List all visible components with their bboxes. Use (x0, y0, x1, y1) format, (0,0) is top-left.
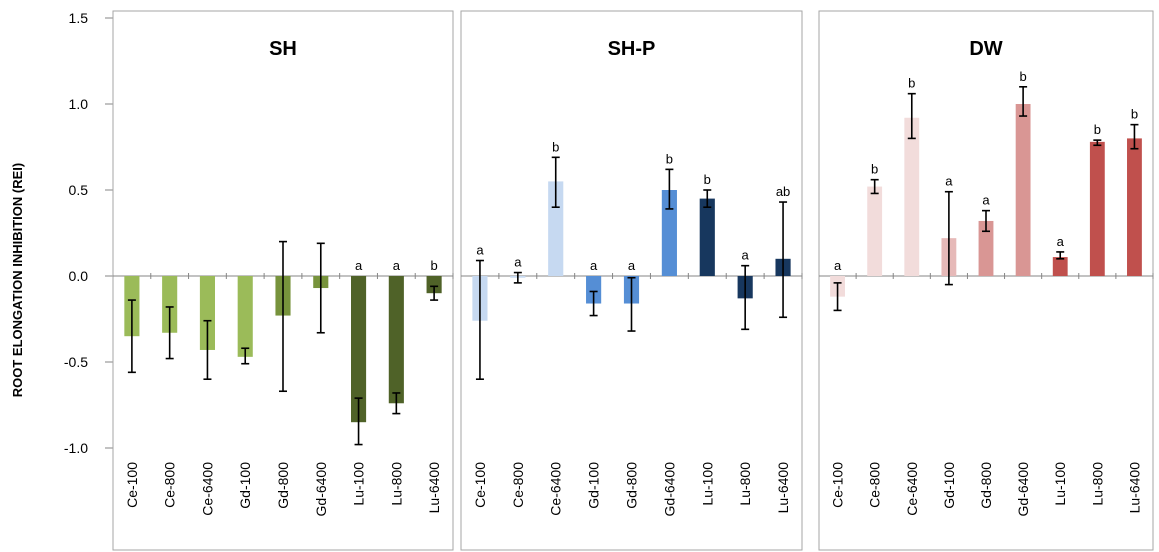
y-axis-label: ROOT ELONGATION INHIBITION (REI) (10, 163, 25, 397)
significance-letter: a (834, 258, 842, 273)
significance-letter: a (355, 258, 363, 273)
panel-frame (112, 10, 454, 551)
panel-0: SH Ce-100 Ce-800 Ce-6400 Gd-100 Gd-800 Gd-6400… (112, 10, 454, 551)
significance-letter: b (666, 151, 673, 166)
panel-1: SH-P a Ce-100 a Ce-800 b Ce-6400 a Gd-100 a Gd-800… (460, 10, 803, 551)
x-tick-label: Lu-100 (351, 462, 367, 506)
x-tick-label: Ce-100 (472, 462, 488, 508)
significance-letter: a (945, 174, 953, 189)
panel-title: SH (269, 38, 297, 60)
bar (237, 276, 253, 357)
significance-letter: a (476, 243, 484, 258)
panel-title: SH-P (608, 38, 656, 60)
y-tick-label: 0.0 (69, 268, 89, 284)
significance-letter: b (430, 258, 437, 273)
bar (426, 276, 442, 294)
x-tick-label: Lu-800 (1089, 462, 1105, 506)
x-tick-label: Ce-6400 (904, 462, 920, 516)
significance-letter: a (393, 258, 401, 273)
significance-letter: b (1019, 69, 1026, 84)
bar (162, 276, 178, 333)
bar (978, 220, 994, 276)
x-tick-label: Ce-800 (510, 462, 526, 508)
significance-letter: b (552, 139, 559, 154)
bar (1127, 138, 1142, 276)
significance-letter: a (590, 258, 598, 273)
significance-letter: a (628, 258, 636, 273)
x-tick-label: Gd-100 (237, 462, 253, 509)
x-tick-label: Lu-100 (699, 462, 715, 506)
bar (1089, 141, 1105, 276)
bar (904, 117, 920, 276)
y-tick-label: -1.0 (64, 440, 88, 456)
x-tick-label: Gd-6400 (661, 462, 677, 517)
x-tick-label: Gd-6400 (313, 462, 329, 517)
x-tick-label: Gd-800 (978, 462, 994, 509)
significance-letter: b (1094, 122, 1101, 137)
bar (548, 181, 564, 276)
panel-2: DW a Ce-100 b Ce-800 b Ce-6400 a Gd-100 a Gd-800 b G… (818, 10, 1154, 551)
y-tick-label: -0.5 (64, 354, 88, 370)
x-tick-label: Ce-800 (867, 462, 883, 508)
bar (586, 276, 602, 304)
x-tick-label: Ce-800 (162, 462, 178, 508)
x-tick-label: Ce-6400 (199, 462, 215, 516)
x-tick-label: Ce-100 (124, 462, 140, 508)
y-tick-label: 1.0 (69, 96, 89, 112)
significance-letter: a (742, 248, 750, 263)
bar (351, 276, 367, 423)
x-tick-label: Ce-100 (830, 462, 846, 508)
significance-letter: b (871, 162, 878, 177)
significance-letter: b (704, 172, 711, 187)
bar (199, 276, 215, 350)
bar (867, 186, 883, 276)
significance-letter: a (1057, 234, 1065, 249)
x-tick-label: Gd-100 (586, 462, 602, 509)
panel-frame (460, 10, 803, 551)
x-tick-label: Lu-800 (388, 462, 404, 506)
panel-frame (818, 10, 1154, 551)
significance-letter: ab (776, 184, 790, 199)
x-tick-label: Lu-6400 (775, 462, 791, 514)
x-tick-label: Lu-6400 (426, 462, 442, 514)
bar (1052, 257, 1068, 276)
x-tick-label: Lu-6400 (1126, 462, 1142, 514)
significance-letter: a (514, 255, 522, 270)
x-tick-label: Ce-6400 (548, 462, 564, 516)
bar (388, 276, 404, 404)
y-tick-label: 1.5 (69, 10, 89, 26)
bar (1015, 104, 1031, 276)
x-tick-label: Gd-800 (275, 462, 291, 509)
x-tick-label: Lu-100 (1052, 462, 1068, 506)
bar (699, 198, 715, 276)
significance-letter: a (982, 193, 990, 208)
bar (661, 190, 677, 276)
x-tick-label: Gd-6400 (1015, 462, 1031, 517)
x-tick-label: Lu-800 (737, 462, 753, 506)
significance-letter: b (1131, 107, 1138, 122)
y-tick-label: 0.5 (69, 182, 89, 198)
panel-title: DW (969, 38, 1002, 60)
significance-letter: b (908, 76, 915, 91)
x-tick-label: Gd-800 (624, 462, 640, 509)
x-tick-label: Gd-100 (941, 462, 957, 509)
